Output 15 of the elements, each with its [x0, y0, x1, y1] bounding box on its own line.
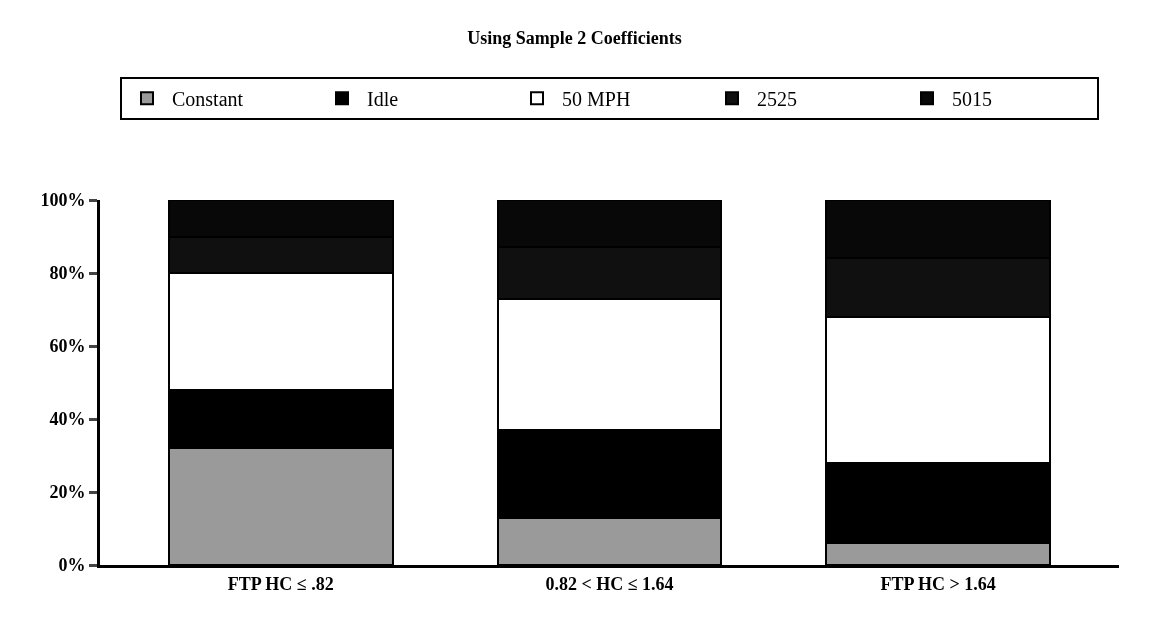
y-tick-label: 40%	[49, 409, 86, 430]
chart-title: Using Sample 2 Coefficients	[467, 27, 682, 48]
y-tick-label: 80%	[49, 263, 86, 284]
legend-label: 2525	[757, 88, 797, 110]
y-tick-label: 0%	[58, 555, 86, 576]
y-tick-label: 100%	[40, 190, 86, 211]
legend-label: 5015	[952, 88, 992, 110]
x-tick-label: FTP HC ≤ .82	[227, 573, 334, 594]
x-tick-label: FTP HC > 1.64	[880, 573, 996, 594]
y-tick-label: 20%	[49, 482, 86, 503]
legend-label: 50 MPH	[562, 88, 631, 110]
x-tick-label: 0.82 < HC ≤ 1.64	[545, 573, 674, 594]
y-tick-label: 60%	[49, 336, 86, 357]
legend-label: Idle	[367, 88, 399, 110]
legend-label: Constant	[172, 88, 244, 110]
